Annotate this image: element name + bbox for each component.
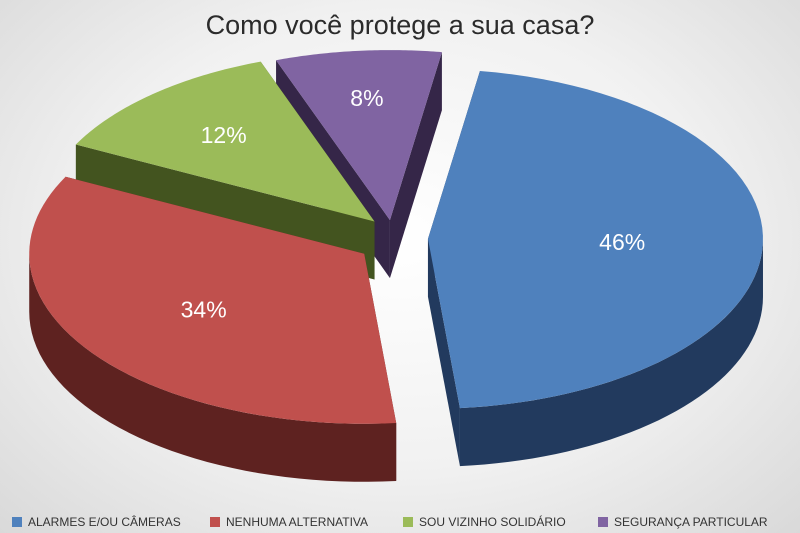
slice-top-3 [75, 61, 375, 222]
chart-title: Como você protege a sua casa? [205, 10, 595, 40]
legend-label: SEGURANÇA PARTICULAR [614, 515, 768, 529]
slice-top-2 [29, 176, 397, 424]
pie-slice-2 [29, 176, 397, 482]
legend-swatch [403, 517, 413, 527]
pie-slice-1 [427, 70, 763, 467]
data-label-4: 8% [350, 85, 383, 111]
legend-swatch [12, 517, 22, 527]
legend: ALARMES E/OU CÂMERAS NENHUMA ALTERNATIVA S… [0, 511, 800, 533]
legend-item-3: SOU VIZINHO SOLIDÁRIO [403, 515, 566, 529]
legend-label: SOU VIZINHO SOLIDÁRIO [419, 515, 566, 529]
data-label-1: 46% [599, 229, 645, 255]
slice-top-4 [276, 50, 442, 221]
data-label-2: 34% [181, 296, 227, 322]
slice-top-1 [427, 70, 763, 409]
legend-label: ALARMES E/OU CÂMERAS [28, 515, 181, 529]
data-label-3: 12% [201, 122, 247, 148]
legend-swatch [210, 517, 220, 527]
legend-item-4: SEGURANÇA PARTICULAR [598, 515, 768, 529]
legend-item-1: ALARMES E/OU CÂMERAS [12, 515, 181, 529]
slice-outer-side-1-1 [459, 238, 763, 467]
slice-side-wall-1-2 [427, 238, 460, 467]
legend-swatch [598, 517, 608, 527]
slice-outer-side-2-1 [29, 253, 397, 482]
slice-side-wall-4-2 [389, 52, 442, 279]
legend-label: NENHUMA ALTERNATIVA [226, 515, 369, 529]
legend-item-2: NENHUMA ALTERNATIVA [210, 515, 368, 529]
